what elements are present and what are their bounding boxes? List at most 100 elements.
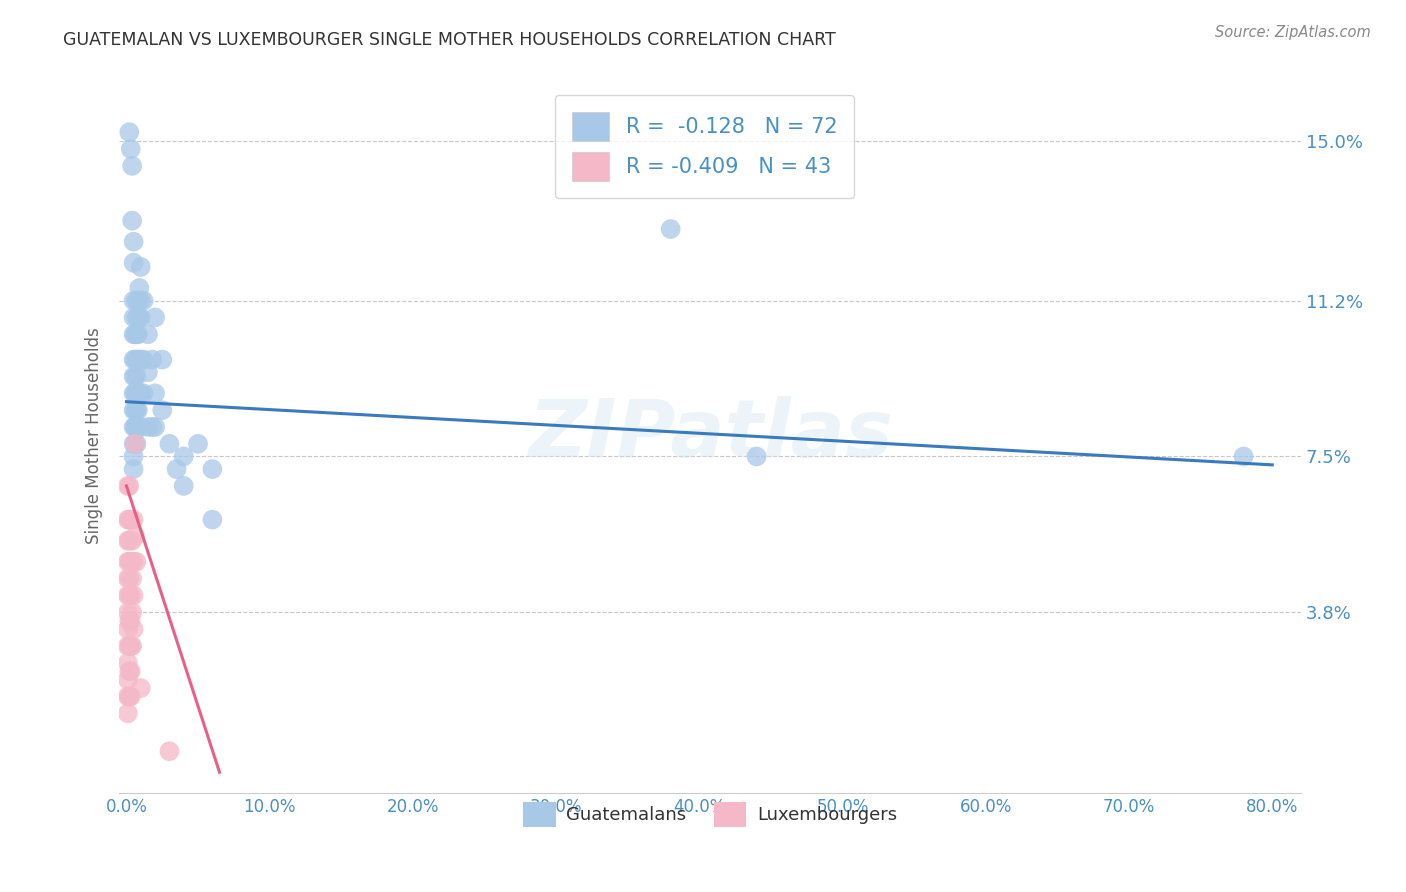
Point	[129, 260, 152, 274]
Point	[117, 479, 139, 493]
Point	[127, 327, 149, 342]
Point	[127, 293, 149, 308]
Point	[122, 386, 145, 401]
Y-axis label: Single Mother Households: Single Mother Households	[86, 327, 103, 544]
Point	[124, 437, 146, 451]
Point	[122, 310, 145, 325]
Point	[141, 352, 163, 367]
Point	[129, 386, 152, 401]
Point	[157, 744, 180, 758]
Point	[125, 352, 148, 367]
Point	[121, 159, 143, 173]
Point	[117, 533, 139, 548]
Point	[136, 327, 159, 342]
Point	[125, 310, 148, 325]
Point	[120, 589, 142, 603]
Point	[132, 352, 155, 367]
Point	[136, 420, 159, 434]
Point	[125, 293, 148, 308]
Point	[117, 622, 139, 636]
Point	[127, 352, 149, 367]
Point	[124, 437, 146, 451]
Point	[125, 420, 148, 434]
Point	[132, 293, 155, 308]
Point	[1232, 450, 1254, 464]
Point	[117, 690, 139, 704]
Point	[117, 656, 139, 670]
Point	[121, 605, 143, 619]
Point	[124, 386, 146, 401]
Point	[120, 555, 142, 569]
Point	[118, 533, 141, 548]
Point	[143, 386, 166, 401]
Point	[141, 420, 163, 434]
Point	[120, 690, 142, 704]
Point	[745, 450, 768, 464]
Point	[129, 310, 152, 325]
Point	[122, 352, 145, 367]
Point	[118, 513, 141, 527]
Point	[125, 403, 148, 417]
Point	[120, 142, 142, 156]
Text: GUATEMALAN VS LUXEMBOURGER SINGLE MOTHER HOUSEHOLDS CORRELATION CHART: GUATEMALAN VS LUXEMBOURGER SINGLE MOTHER…	[63, 31, 837, 49]
Point	[122, 403, 145, 417]
Point	[128, 310, 150, 325]
Point	[128, 281, 150, 295]
Point	[201, 462, 224, 476]
Point	[129, 420, 152, 434]
Point	[166, 462, 188, 476]
Point	[122, 420, 145, 434]
Point	[173, 450, 195, 464]
Point	[117, 555, 139, 569]
Point	[120, 513, 142, 527]
Point	[117, 513, 139, 527]
Point	[118, 572, 141, 586]
Point	[120, 639, 142, 653]
Text: ZIPatlas: ZIPatlas	[527, 396, 893, 475]
Point	[122, 437, 145, 451]
Point	[120, 614, 142, 628]
Point	[118, 555, 141, 569]
Point	[129, 681, 152, 695]
Point	[122, 256, 145, 270]
Point	[122, 622, 145, 636]
Point	[122, 462, 145, 476]
Point	[120, 664, 142, 678]
Point	[117, 673, 139, 687]
Point	[124, 403, 146, 417]
Point	[127, 310, 149, 325]
Point	[136, 365, 159, 379]
Point	[124, 369, 146, 384]
Point	[121, 533, 143, 548]
Point	[122, 450, 145, 464]
Point	[122, 555, 145, 569]
Point	[659, 222, 682, 236]
Point	[121, 213, 143, 227]
Text: Source: ZipAtlas.com: Source: ZipAtlas.com	[1215, 25, 1371, 40]
Point	[122, 293, 145, 308]
Point	[122, 235, 145, 249]
Legend: Guatemalans, Luxembourgers: Guatemalans, Luxembourgers	[516, 795, 904, 834]
Point	[117, 589, 139, 603]
Point	[127, 420, 149, 434]
Point	[150, 352, 173, 367]
Point	[143, 310, 166, 325]
Point	[118, 664, 141, 678]
Point	[121, 639, 143, 653]
Point	[125, 386, 148, 401]
Point	[124, 420, 146, 434]
Point	[117, 605, 139, 619]
Point	[128, 420, 150, 434]
Point	[118, 639, 141, 653]
Point	[117, 572, 139, 586]
Point	[127, 403, 149, 417]
Point	[121, 572, 143, 586]
Point	[143, 420, 166, 434]
Point	[124, 529, 146, 543]
Point	[118, 479, 141, 493]
Point	[201, 513, 224, 527]
Point	[129, 352, 152, 367]
Point	[122, 369, 145, 384]
Point	[150, 403, 173, 417]
Point	[157, 437, 180, 451]
